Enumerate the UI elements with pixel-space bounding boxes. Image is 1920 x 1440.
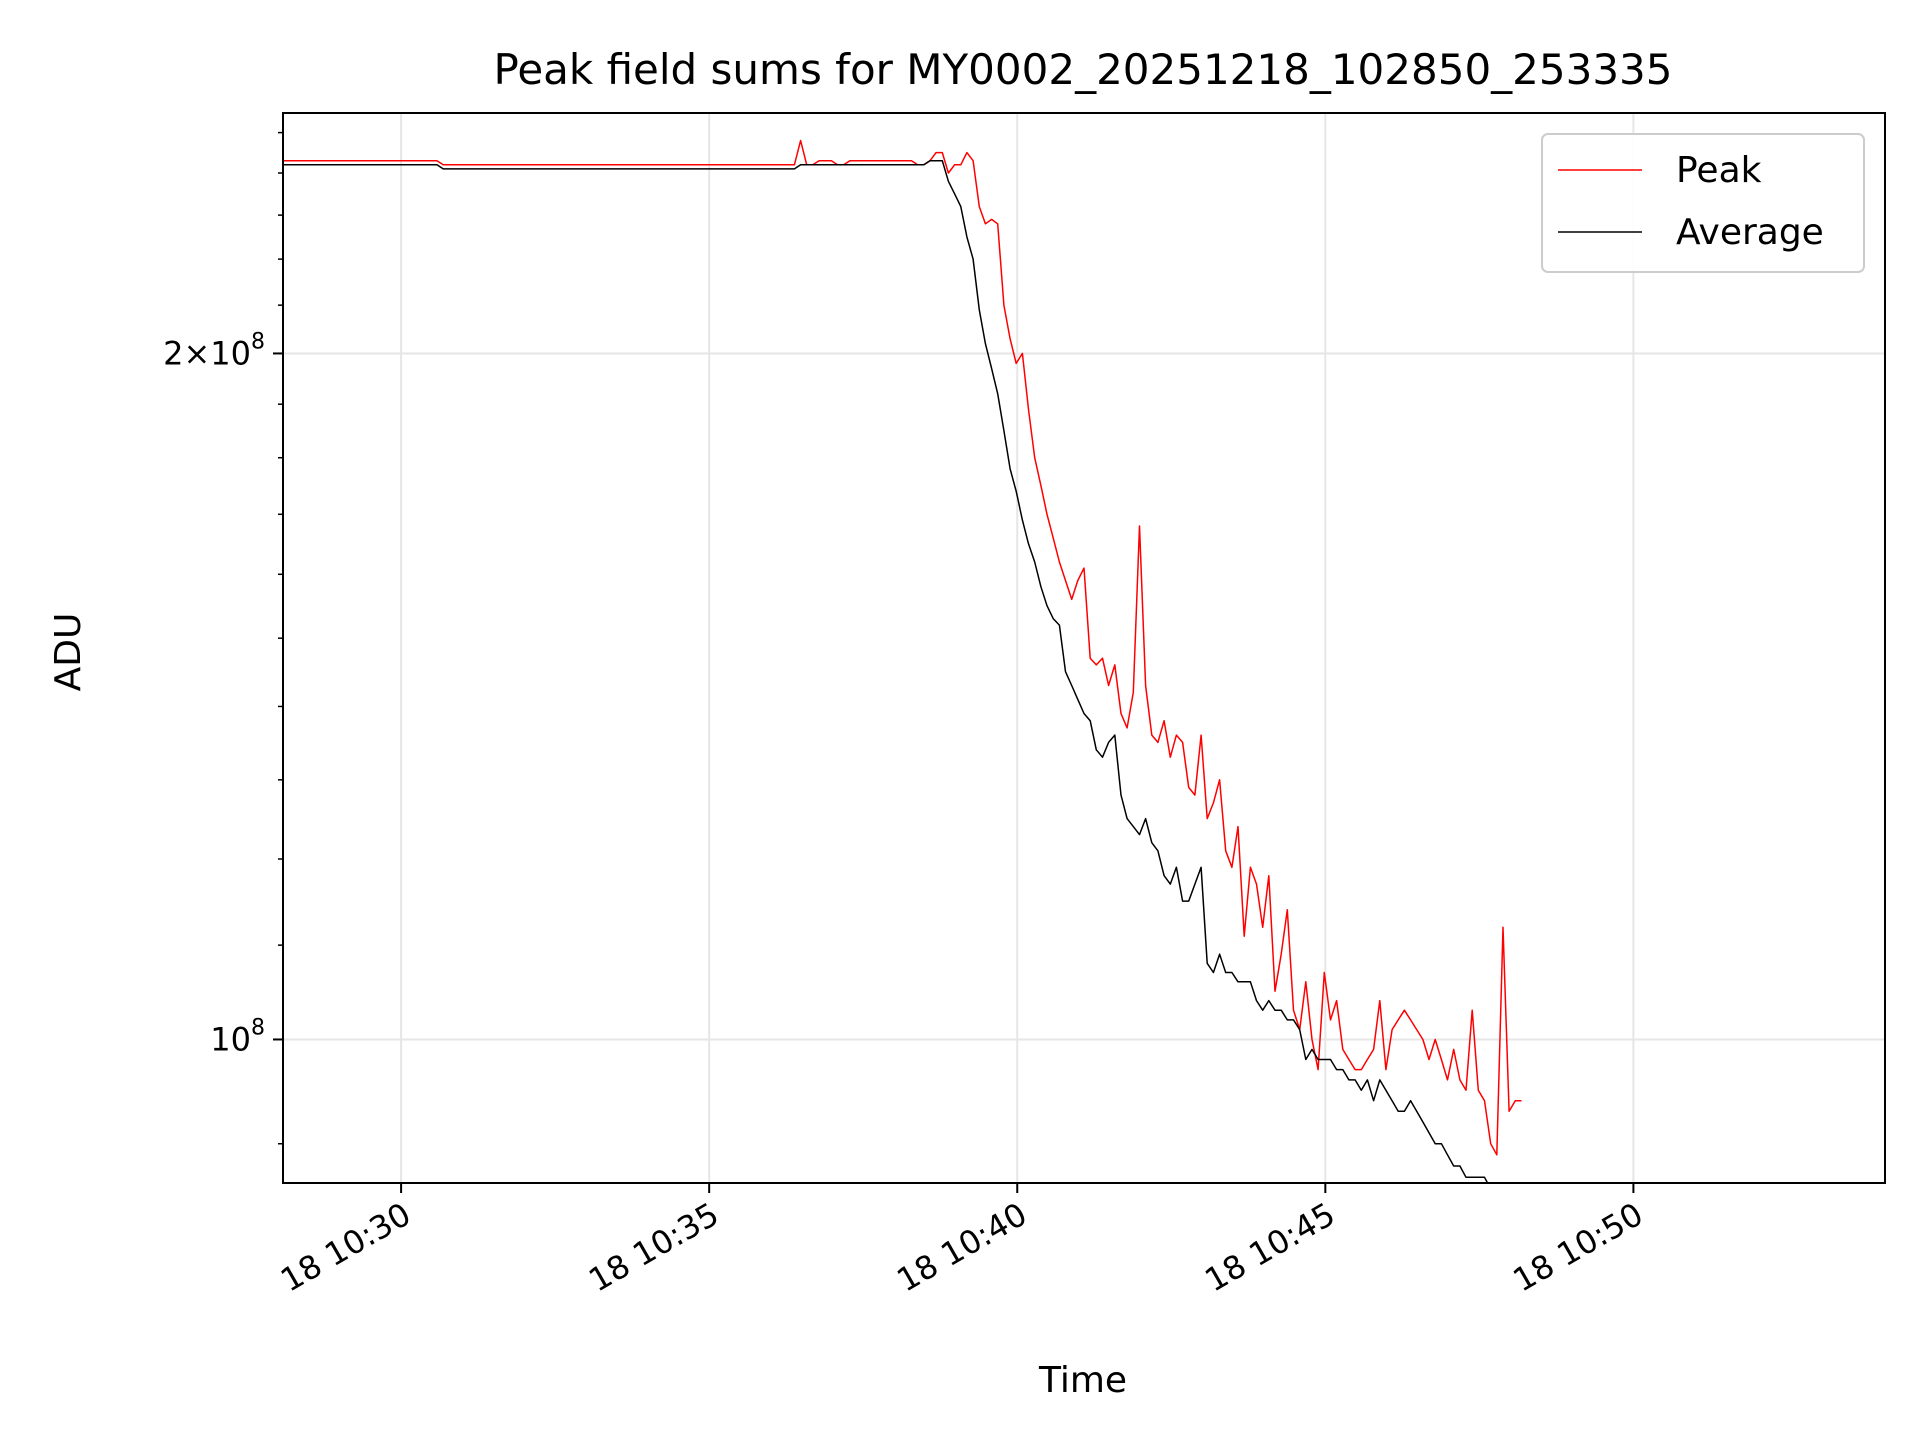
chart-title: Peak field sums for MY0002_20251218_1028… xyxy=(493,45,1672,94)
grid xyxy=(283,113,1885,1183)
legend-label-average: Average xyxy=(1676,212,1824,253)
x-axis-label: Time xyxy=(1038,1360,1127,1401)
legend-box xyxy=(1541,133,1865,273)
plot-frame xyxy=(282,112,1886,1184)
y-tick-label: 108 xyxy=(210,1015,265,1058)
legend-label-peak: Peak xyxy=(1676,150,1762,191)
y-axis-label: ADU xyxy=(48,613,89,692)
series-line-average xyxy=(283,159,1489,1183)
series-layer xyxy=(283,139,1522,1183)
y-tick-label: 2×108 xyxy=(163,329,265,372)
legend: Peak Average xyxy=(1541,133,1865,273)
